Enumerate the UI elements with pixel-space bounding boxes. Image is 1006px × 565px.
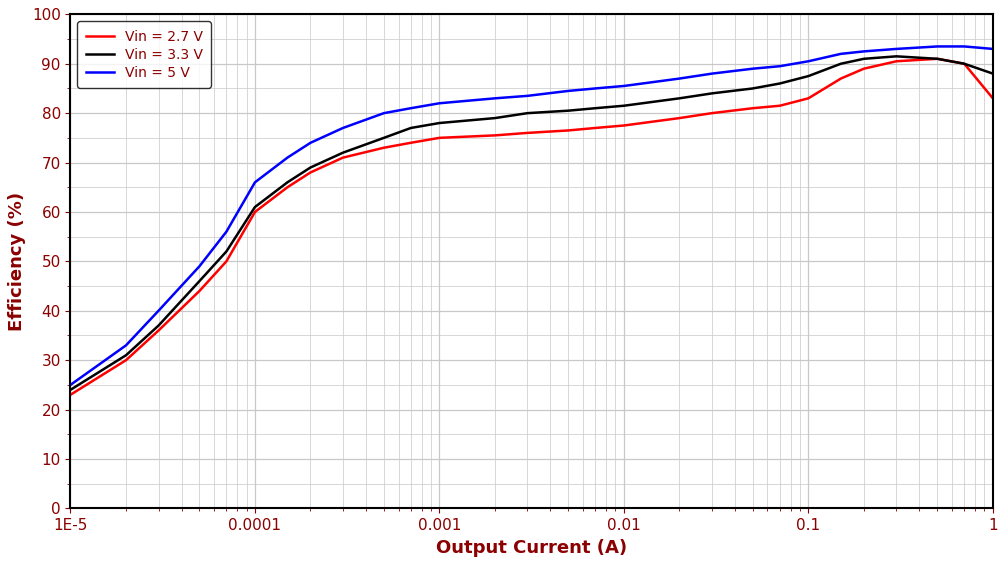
Vin = 5 V (248, 179, 261, 186)
Vin = 3.3 V (337, 149, 349, 156)
Vin = 5 V (562, 88, 574, 94)
Vin = 2.7 V (987, 95, 999, 102)
Line: Vin = 3.3 V: Vin = 3.3 V (70, 56, 993, 390)
Vin = 2.7 V (890, 58, 902, 64)
Vin = 5 V (282, 154, 294, 161)
Vin = 2.7 V (434, 134, 446, 141)
Vin = 5 V (489, 95, 501, 102)
Vin = 3.3 V (706, 90, 718, 97)
Vin = 5 V (305, 140, 317, 146)
Vin = 5 V (858, 48, 870, 55)
Vin = 2.7 V (959, 60, 971, 67)
Vin = 2.7 V (378, 144, 390, 151)
Vin = 2.7 V (774, 102, 786, 109)
Vin = 5 V (521, 93, 533, 99)
Vin = 5 V (590, 85, 602, 92)
Vin = 5 V (932, 43, 944, 50)
Vin = 3.3 V (858, 55, 870, 62)
Vin = 5 V (378, 110, 390, 116)
Line: Vin = 5 V: Vin = 5 V (70, 46, 993, 385)
Vin = 2.7 V (220, 258, 232, 265)
Vin = 5 V (673, 75, 685, 82)
Vin = 3.3 V (404, 124, 416, 131)
Vin = 3.3 V (193, 278, 205, 285)
Vin = 5 V (337, 124, 349, 131)
Vin = 3.3 V (248, 203, 261, 210)
Vin = 3.3 V (890, 53, 902, 60)
Vin = 2.7 V (193, 288, 205, 294)
Vin = 2.7 V (932, 55, 944, 62)
Vin = 3.3 V (932, 55, 944, 62)
Vin = 3.3 V (434, 120, 446, 127)
Vin = 5 V (193, 263, 205, 270)
Vin = 3.3 V (803, 73, 815, 80)
Vin = 5 V (890, 46, 902, 53)
Vin = 2.7 V (618, 122, 630, 129)
Vin = 2.7 V (803, 95, 815, 102)
Vin = 5 V (64, 381, 76, 388)
Line: Vin = 2.7 V: Vin = 2.7 V (70, 59, 993, 395)
Vin = 2.7 V (120, 357, 132, 363)
Vin = 2.7 V (562, 127, 574, 134)
Vin = 2.7 V (521, 129, 533, 136)
Vin = 5 V (153, 307, 165, 314)
Vin = 3.3 V (673, 95, 685, 102)
Vin = 3.3 V (153, 322, 165, 329)
Vin = 3.3 V (987, 70, 999, 77)
Vin = 5 V (706, 70, 718, 77)
Vin = 3.3 V (959, 60, 971, 67)
Vin = 5 V (120, 342, 132, 349)
Vin = 5 V (434, 100, 446, 107)
Vin = 5 V (746, 66, 759, 72)
Vin = 3.3 V (590, 105, 602, 112)
Vin = 2.7 V (153, 327, 165, 334)
Vin = 3.3 V (562, 107, 574, 114)
Vin = 3.3 V (774, 80, 786, 87)
Vin = 3.3 V (489, 115, 501, 121)
Vin = 3.3 V (305, 164, 317, 171)
Vin = 2.7 V (489, 132, 501, 139)
Vin = 2.7 V (835, 75, 847, 82)
Vin = 2.7 V (673, 115, 685, 121)
Vin = 2.7 V (590, 124, 602, 131)
Vin = 2.7 V (337, 154, 349, 161)
Vin = 3.3 V (521, 110, 533, 116)
Vin = 3.3 V (64, 386, 76, 393)
Vin = 5 V (774, 63, 786, 69)
Vin = 3.3 V (746, 85, 759, 92)
Vin = 5 V (835, 50, 847, 57)
Vin = 5 V (803, 58, 815, 64)
Vin = 5 V (404, 105, 416, 112)
Y-axis label: Efficiency (%): Efficiency (%) (8, 192, 26, 331)
X-axis label: Output Current (A): Output Current (A) (437, 538, 627, 557)
Vin = 2.7 V (248, 208, 261, 215)
Vin = 3.3 V (220, 248, 232, 255)
Vin = 2.7 V (64, 392, 76, 398)
Vin = 2.7 V (746, 105, 759, 112)
Vin = 5 V (618, 82, 630, 89)
Vin = 3.3 V (120, 352, 132, 359)
Vin = 2.7 V (858, 66, 870, 72)
Vin = 3.3 V (282, 179, 294, 186)
Vin = 5 V (987, 46, 999, 53)
Vin = 5 V (959, 43, 971, 50)
Legend: Vin = 2.7 V, Vin = 3.3 V, Vin = 5 V: Vin = 2.7 V, Vin = 3.3 V, Vin = 5 V (77, 21, 211, 88)
Vin = 2.7 V (706, 110, 718, 116)
Vin = 2.7 V (282, 184, 294, 190)
Vin = 2.7 V (404, 140, 416, 146)
Vin = 3.3 V (378, 134, 390, 141)
Vin = 2.7 V (305, 169, 317, 176)
Vin = 3.3 V (835, 60, 847, 67)
Vin = 3.3 V (618, 102, 630, 109)
Vin = 5 V (220, 228, 232, 235)
